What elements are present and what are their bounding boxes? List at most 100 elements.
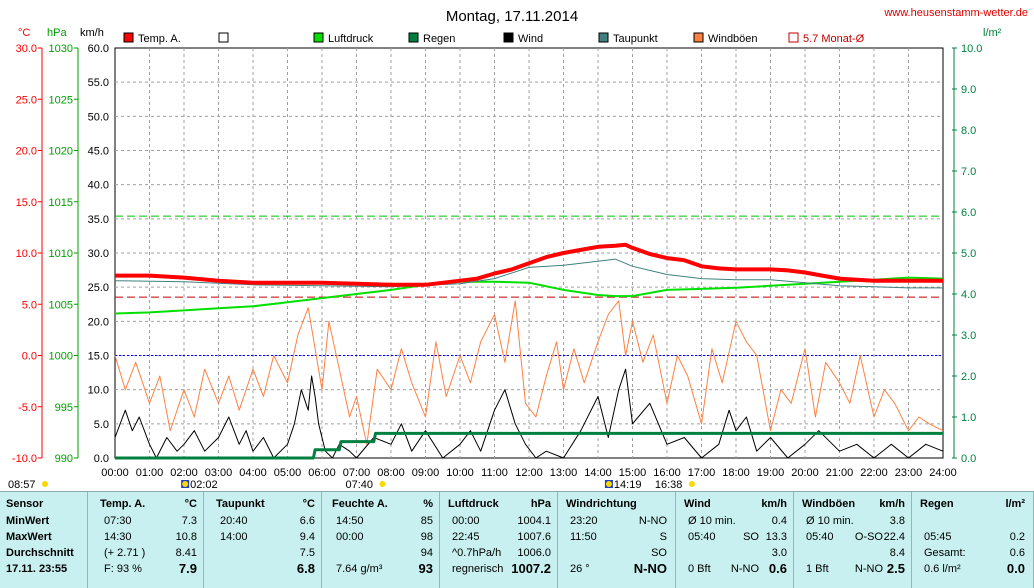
stats-row: 11:50 S <box>558 529 675 545</box>
stats-cell-value: 6.6 <box>299 515 315 527</box>
stats-row: 00:00 1004.1 <box>440 513 557 529</box>
sun-icon <box>688 481 695 487</box>
stats-row: 14:30 10.8 <box>88 529 203 545</box>
stats-row: Regen l/m² <box>912 496 1033 512</box>
stats-row: 7.5 <box>204 545 321 561</box>
stats-cell-value: 22.4 <box>883 531 905 543</box>
legend-swatch <box>218 32 229 43</box>
stats-cell-dir: N-NO <box>854 563 883 575</box>
stats-col-gust: Windböen km/h Ø 10 min. 3.8 05:40 O-SO 22.4 8.4… <box>794 492 912 588</box>
stats-cell-value: S <box>659 531 667 543</box>
marker-label: 07:40 <box>346 479 374 491</box>
x-tick-label: 06:00 <box>308 467 336 479</box>
sun-marker: 07:40 <box>346 479 386 491</box>
unit-hpa: hPa <box>47 27 67 39</box>
stats-col-rain: Regen l/m² 05:45 0.2 Gesamt: 0.6 0.6 l/m² 0.0 <box>912 492 1034 588</box>
legend-label: Wind <box>518 33 543 45</box>
stats-header: Regen <box>920 498 954 510</box>
sun-icon <box>379 481 386 487</box>
stats-header: Luftdruck <box>448 498 499 510</box>
tick-label: 40.0 <box>88 180 109 192</box>
stats-row: 6.8 <box>204 561 321 577</box>
legend-item: Regen <box>408 32 455 45</box>
stats-label-max: MaxWert <box>6 531 52 543</box>
stats-sensor-header: Sensor <box>6 498 44 510</box>
stats-unit: hPa <box>530 498 551 510</box>
stats-row: Feuchte A.% <box>322 496 439 512</box>
x-tick-label: 08:00 <box>377 467 405 479</box>
stats-cell-value: 10.8 <box>175 531 197 543</box>
stats-row: 07:30 7.3 <box>88 513 203 529</box>
stats-cell-label: ^0.7hPa/h <box>452 547 502 559</box>
stats-row: Temp. A. °C <box>88 496 203 512</box>
stats-col-temp: Temp. A. °C 07:30 7.3 14:30 10.8 (+ 2.71 ) 8.41… <box>88 492 204 588</box>
x-tick-label: 17:00 <box>688 467 716 479</box>
stats-row: Wind km/h <box>676 496 793 512</box>
unit-rain: l/m² <box>983 27 1002 39</box>
stats-row: 23:20 N-NO <box>558 513 675 529</box>
x-tick-label: 04:00 <box>239 467 267 479</box>
tick-label: 60.0 <box>88 43 109 55</box>
stats-unit: km/h <box>879 498 905 510</box>
weather-chart: Montag, 17.11.2014 www.heusenstamm-wette… <box>8 7 1028 491</box>
x-tick-label: 00:00 <box>101 467 129 479</box>
chart-title: Montag, 17.11.2014 <box>446 8 578 25</box>
tick-label: 30.0 <box>16 43 37 55</box>
stats-cell-label: 0 Bft <box>688 563 711 575</box>
unit-temp: °C <box>18 27 30 39</box>
stats-row: 0.6 l/m² 0.0 <box>912 561 1033 577</box>
legend-swatch <box>693 32 704 43</box>
legend-item: Taupunkt <box>598 32 658 45</box>
tick-label: 35.0 <box>88 214 109 226</box>
stats-cell-label: regnerisch <box>452 563 504 575</box>
x-tick-label: 15:00 <box>619 467 647 479</box>
stats-row: SO <box>558 545 675 561</box>
stats-unit: % <box>423 498 433 510</box>
legend-swatch <box>503 32 514 43</box>
stats-cell-value: 0.2 <box>1009 531 1025 543</box>
unit-kmh: km/h <box>80 27 104 39</box>
tick-label: 45.0 <box>88 146 109 158</box>
stats-cell-dir: O-SO <box>854 531 883 543</box>
tick-label: 1010 <box>49 248 73 260</box>
stats-cell-value: 1004.1 <box>517 515 551 527</box>
stats-cell-value: 0.6 <box>768 561 787 576</box>
stats-unit: °C <box>184 498 197 510</box>
tick-label: 1.0 <box>961 412 976 424</box>
x-tick-label: 09:00 <box>412 467 440 479</box>
stats-unit: km/h <box>761 498 787 510</box>
tick-label: 2.0 <box>961 371 976 383</box>
tick-label: 20.0 <box>88 316 109 328</box>
stats-row: regnerisch 1007.2 <box>440 561 557 577</box>
series-line <box>114 258 943 289</box>
site-link[interactable]: www.heusenstamm-wetter.de <box>883 7 1028 19</box>
tick-label: 25.0 <box>88 282 109 294</box>
tick-label: 5.0 <box>94 419 109 431</box>
stats-cell-label: 00:00 <box>336 531 364 543</box>
series-line <box>114 300 944 445</box>
stats-cell-value: N-NO <box>638 515 667 527</box>
stats-cell-label: 14:30 <box>104 531 132 543</box>
stats-row: 22:45 1007.6 <box>440 529 557 545</box>
moon-marker: 14:19 <box>604 479 641 491</box>
stats-header: Temp. A. <box>100 498 146 510</box>
stats-cell-label: 05:40 <box>806 531 834 543</box>
stats-cell-value: 0.0 <box>1006 561 1025 576</box>
stats-cell-label: 11:50 <box>570 531 597 543</box>
stats-cell-label: 20:40 <box>220 515 248 527</box>
x-tick-label: 23:00 <box>895 467 923 479</box>
stats-cell-value: 2.5 <box>886 561 905 576</box>
tick-label: 15.0 <box>88 351 109 363</box>
stats-row: Windböen km/h <box>794 496 911 512</box>
legend-item <box>218 32 229 43</box>
stats-label-current: 17.11. 23:55 <box>6 563 68 575</box>
stats-cell-value: 8.4 <box>889 547 905 559</box>
tick-label: 8.0 <box>961 125 976 137</box>
stats-header: Wind <box>684 498 711 510</box>
marker-label: 02:02 <box>190 479 218 491</box>
tick-label: -10.0 <box>12 453 37 465</box>
stats-cell-value: 94 <box>420 547 433 559</box>
stats-unit: l/m² <box>1005 498 1025 510</box>
legend-item: Temp. A. <box>123 32 181 45</box>
tick-label: 4.0 <box>961 289 976 301</box>
